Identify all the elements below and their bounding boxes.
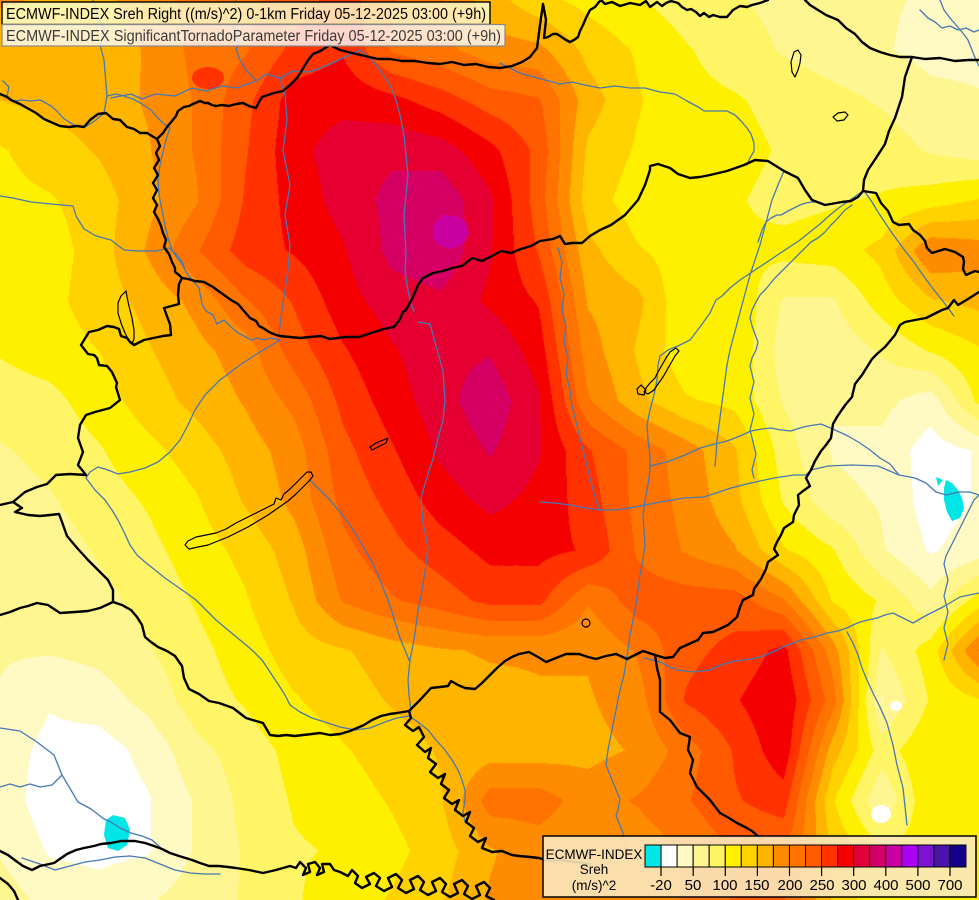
svg-text:50: 50 <box>685 877 702 894</box>
svg-text:-20: -20 <box>650 877 672 894</box>
svg-text:(m/s)^2: (m/s)^2 <box>572 878 617 893</box>
svg-text:500: 500 <box>905 877 930 894</box>
svg-text:250: 250 <box>809 877 834 894</box>
svg-text:ECMWF-INDEX SignificantTornado: ECMWF-INDEX SignificantTornadoParameter … <box>6 28 501 45</box>
svg-text:Sreh: Sreh <box>580 862 609 877</box>
svg-text:200: 200 <box>777 877 802 894</box>
svg-text:150: 150 <box>744 877 769 894</box>
svg-text:700: 700 <box>937 877 962 894</box>
svg-text:400: 400 <box>873 877 898 894</box>
svg-text:ECMWF-INDEX Sreh Right ((m/s)^: ECMWF-INDEX Sreh Right ((m/s)^2) 0-1km F… <box>6 6 486 23</box>
svg-text:300: 300 <box>841 877 866 894</box>
svg-text:ECMWF-INDEX: ECMWF-INDEX <box>546 847 643 862</box>
svg-text:100: 100 <box>712 877 737 894</box>
